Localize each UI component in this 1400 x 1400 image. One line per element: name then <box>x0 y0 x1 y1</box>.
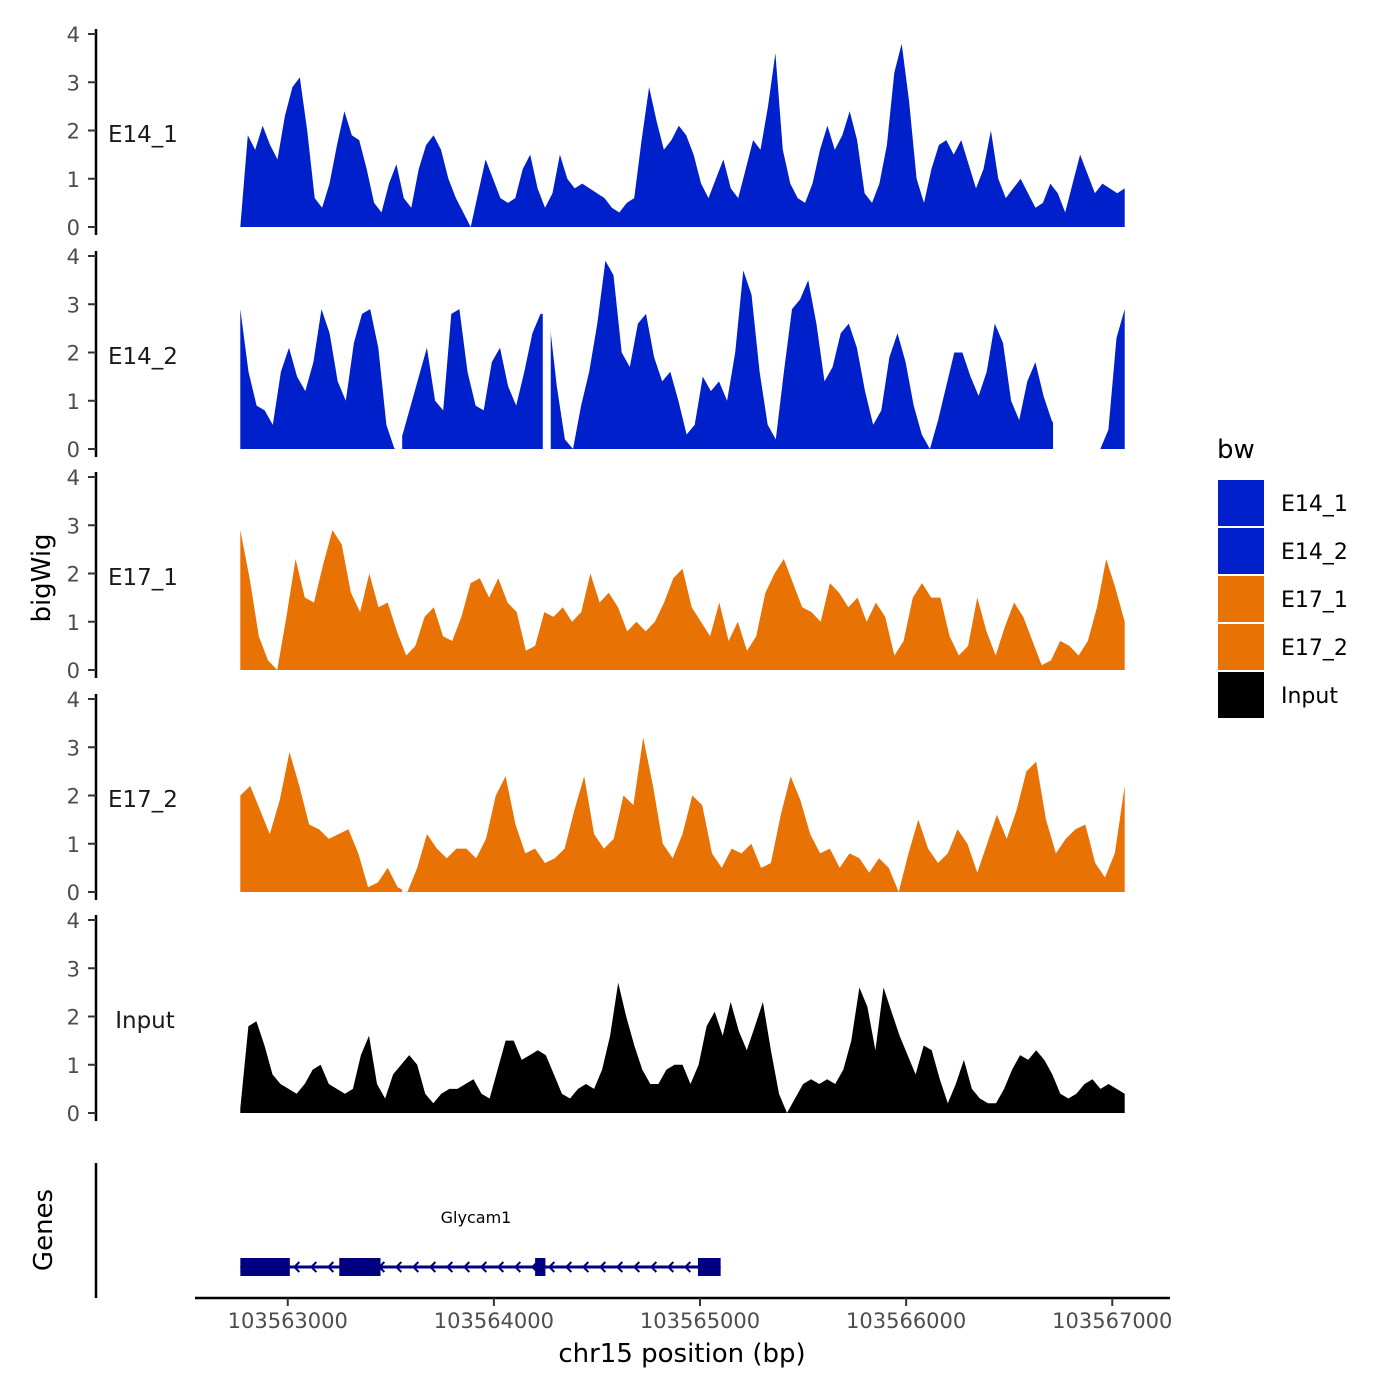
y-tick-label: 2 <box>67 785 80 809</box>
coverage-area-E17_1 <box>240 530 1125 670</box>
y-tick-label: 3 <box>67 736 80 760</box>
strand-arrow <box>445 1261 454 1273</box>
strand-arrow <box>411 1261 420 1273</box>
strand-arrow <box>479 1261 488 1273</box>
strand-arrow <box>547 1261 556 1273</box>
legend: bw E14_1 E14_2 E17_1 E17_2 Input <box>1217 435 1348 718</box>
legend-swatch-E17_1 <box>1218 576 1264 622</box>
gene-exon <box>697 1258 721 1276</box>
track-label-E17_1: E17_1 <box>108 565 178 591</box>
x-axis: 103563000 103564000 103565000 103566000 1035… <box>195 1296 1172 1369</box>
coverage-area-Input <box>240 982 1125 1113</box>
coverage-gap <box>402 697 406 893</box>
coverage-gap <box>1053 254 1092 450</box>
y-tick-label: 4 <box>67 23 80 47</box>
track-E17_2: 0 1 2 3 4 E17_2 <box>67 688 1125 905</box>
y-axis-title: bigWig <box>27 533 57 622</box>
gene-exon <box>535 1258 546 1276</box>
strand-arrow <box>564 1261 573 1273</box>
strand-arrow <box>496 1261 505 1273</box>
y-tick-label: 0 <box>67 216 80 240</box>
gene-name-label: Glycam1 <box>441 1208 512 1227</box>
legend-swatch-E17_2 <box>1218 624 1264 670</box>
strand-arrow <box>649 1261 658 1273</box>
y-tick-label: 2 <box>67 120 80 144</box>
legend-label-Input: Input <box>1281 684 1338 709</box>
coverage-gap <box>542 254 551 450</box>
y-tick-label: 3 <box>67 514 80 538</box>
legend-title: bw <box>1217 435 1255 465</box>
legend-swatch-E14_2 <box>1218 528 1264 574</box>
coverage-area-E14_1 <box>240 43 1125 228</box>
y-tick-label: 1 <box>67 833 80 857</box>
strand-arrow <box>666 1261 675 1273</box>
strand-arrow <box>394 1261 403 1273</box>
gene-exon <box>339 1258 381 1276</box>
y-tick-label: 1 <box>67 168 80 192</box>
track-label-E14_1: E14_1 <box>108 122 178 148</box>
track-label-E17_2: E17_2 <box>108 787 178 813</box>
y-tick-label: 3 <box>67 293 80 317</box>
track-E14_1: 0 1 2 3 4 E14_1 <box>67 23 1125 240</box>
strand-arrow <box>632 1261 641 1273</box>
legend-label-E17_1: E17_1 <box>1281 588 1348 613</box>
strand-arrow <box>309 1261 318 1273</box>
gene-model-glycam1 <box>240 1258 721 1276</box>
strand-arrow <box>428 1261 437 1273</box>
y-tick-label: 4 <box>67 245 80 269</box>
strand-arrow <box>615 1261 624 1273</box>
strand-arrow <box>462 1261 471 1273</box>
x-tick-label: 103567000 <box>1052 1309 1172 1333</box>
y-tick-label: 2 <box>67 563 80 587</box>
x-tick-label: 103563000 <box>228 1309 348 1333</box>
y-tick-label: 1 <box>67 1054 80 1078</box>
track-E14_2: 0 1 2 3 4 E14_2 <box>67 245 1125 462</box>
strand-arrow <box>513 1261 522 1273</box>
gene-exon <box>240 1258 290 1276</box>
y-tick-label: 4 <box>67 466 80 490</box>
legend-label-E14_1: E14_1 <box>1281 492 1348 517</box>
legend-swatch-E14_1 <box>1218 480 1264 526</box>
y-tick-label: 0 <box>67 881 80 905</box>
y-tick-label: 0 <box>67 438 80 462</box>
y-tick-label: 3 <box>67 957 80 981</box>
bigwig-tracks: 0 1 2 3 4 E14_1 0 1 2 3 4 E14_2 0 1 2 3 4 E17_1 0 1 2 3 4 E17_2… <box>67 23 1125 1126</box>
x-tick-label: 103566000 <box>846 1309 966 1333</box>
legend-label-E17_2: E17_2 <box>1281 636 1348 661</box>
strand-arrow <box>683 1261 692 1273</box>
strand-arrow <box>326 1261 335 1273</box>
y-tick-label: 1 <box>67 611 80 635</box>
legend-swatch-Input <box>1218 672 1264 718</box>
x-tick-label: 103565000 <box>640 1309 760 1333</box>
strand-arrow <box>598 1261 607 1273</box>
y-tick-label: 1 <box>67 390 80 414</box>
genes-track-label: Genes <box>29 1189 59 1271</box>
genes-track: Genes Glycam1 <box>29 1163 721 1298</box>
y-tick-label: 4 <box>67 909 80 933</box>
x-axis-title: chr15 position (bp) <box>558 1339 805 1369</box>
track-label-Input: Input <box>115 1008 175 1034</box>
y-tick-label: 4 <box>67 688 80 712</box>
legend-label-E14_2: E14_2 <box>1281 540 1348 565</box>
y-tick-label: 2 <box>67 1006 80 1030</box>
track-label-E14_2: E14_2 <box>108 344 178 370</box>
coverage-area-E17_2 <box>240 737 1125 892</box>
y-tick-label: 0 <box>67 659 80 683</box>
coverage-gap <box>395 254 403 450</box>
strand-arrow <box>292 1261 301 1273</box>
y-tick-label: 3 <box>67 71 80 95</box>
track-Input: 0 1 2 3 4 Input <box>67 909 1125 1126</box>
y-tick-label: 0 <box>67 1102 80 1126</box>
coverage-area-E14_2 <box>240 260 1125 449</box>
y-tick-label: 2 <box>67 342 80 366</box>
x-tick-label: 103564000 <box>434 1309 554 1333</box>
strand-arrow <box>581 1261 590 1273</box>
track-E17_1: 0 1 2 3 4 E17_1 <box>67 466 1125 683</box>
